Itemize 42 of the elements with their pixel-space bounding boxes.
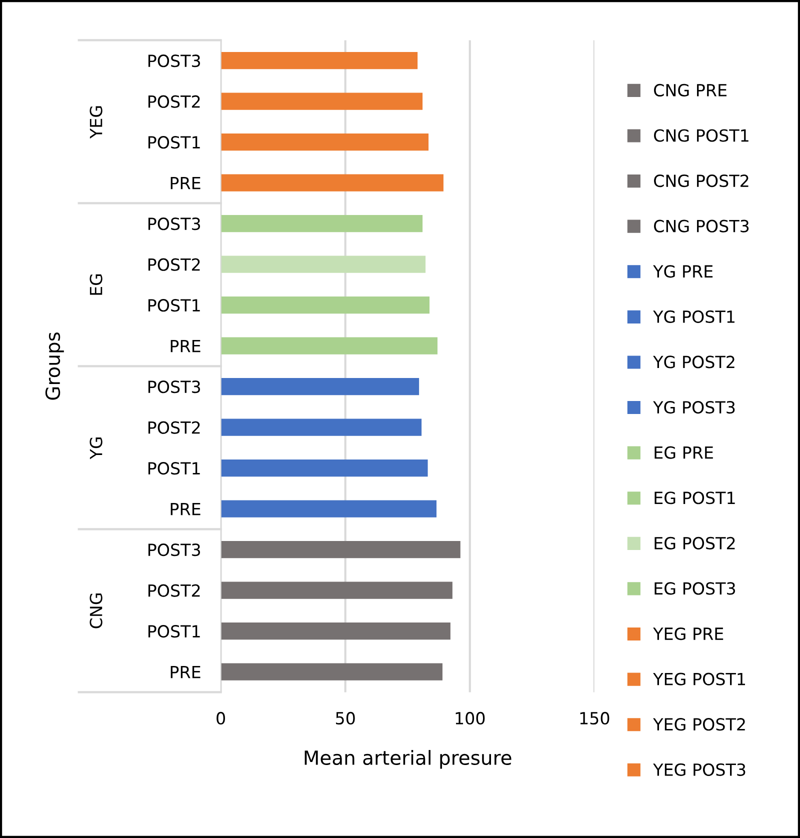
legend-label: YEG POST3 bbox=[653, 763, 746, 776]
y-tick-label: POST3 bbox=[148, 54, 200, 68]
legend-label: YEG POST2 bbox=[653, 718, 745, 731]
legend-label: YEG POST1 bbox=[653, 672, 745, 686]
text: YG bbox=[90, 438, 102, 460]
y-tick-label: POST2 bbox=[148, 421, 200, 434]
legend-label: CNG POST1 bbox=[654, 129, 748, 142]
x-tick-label: 100 bbox=[456, 712, 485, 725]
y-tick-label: POST1 bbox=[148, 462, 200, 475]
legend-label: YG PRE bbox=[653, 265, 713, 278]
legend-label: YEG PRE bbox=[653, 627, 724, 640]
legend-label: EG PRE bbox=[654, 446, 713, 459]
legend-label: YG POST1 bbox=[653, 310, 734, 323]
text: CNG bbox=[90, 594, 102, 628]
y-tick-label: POST2 bbox=[148, 258, 200, 271]
x-tick-label: 150 bbox=[580, 712, 610, 725]
x-tick-label: 0 bbox=[216, 712, 225, 725]
x-axis-title: Mean arterial presure bbox=[304, 750, 512, 769]
y-tick-label: POST1 bbox=[148, 299, 200, 312]
y-tick-label: PRE bbox=[170, 503, 200, 516]
text: YEG bbox=[90, 106, 102, 139]
legend-label: YG POST3 bbox=[653, 400, 735, 414]
legend-label: EG POST3 bbox=[654, 582, 736, 595]
y-tick-label: PRE bbox=[170, 340, 200, 352]
y-tick-label: POST2 bbox=[148, 95, 200, 108]
y-tick-label: POST3 bbox=[148, 218, 200, 230]
legend-label: CNG POST2 bbox=[654, 174, 748, 188]
y-tick-label: POST1 bbox=[148, 625, 200, 638]
legend-label: EG POST1 bbox=[654, 492, 735, 504]
y-axis-title: Groups bbox=[45, 332, 64, 400]
y-tick-label: PRE bbox=[170, 177, 200, 190]
y-tick-label: POST2 bbox=[148, 584, 200, 597]
y-tick-label: POST3 bbox=[148, 380, 200, 394]
legend-label: EG POST2 bbox=[654, 536, 735, 550]
y-tick-label: PRE bbox=[170, 666, 200, 678]
y-tick-label: POST1 bbox=[148, 136, 200, 149]
x-tick-label: 50 bbox=[336, 712, 355, 725]
legend-label: YG POST2 bbox=[653, 356, 734, 368]
legend-label: CNG PRE bbox=[654, 84, 726, 97]
y-tick-label: POST3 bbox=[148, 544, 200, 556]
legend-label: CNG POST3 bbox=[654, 220, 749, 232]
text: EG bbox=[90, 274, 102, 295]
